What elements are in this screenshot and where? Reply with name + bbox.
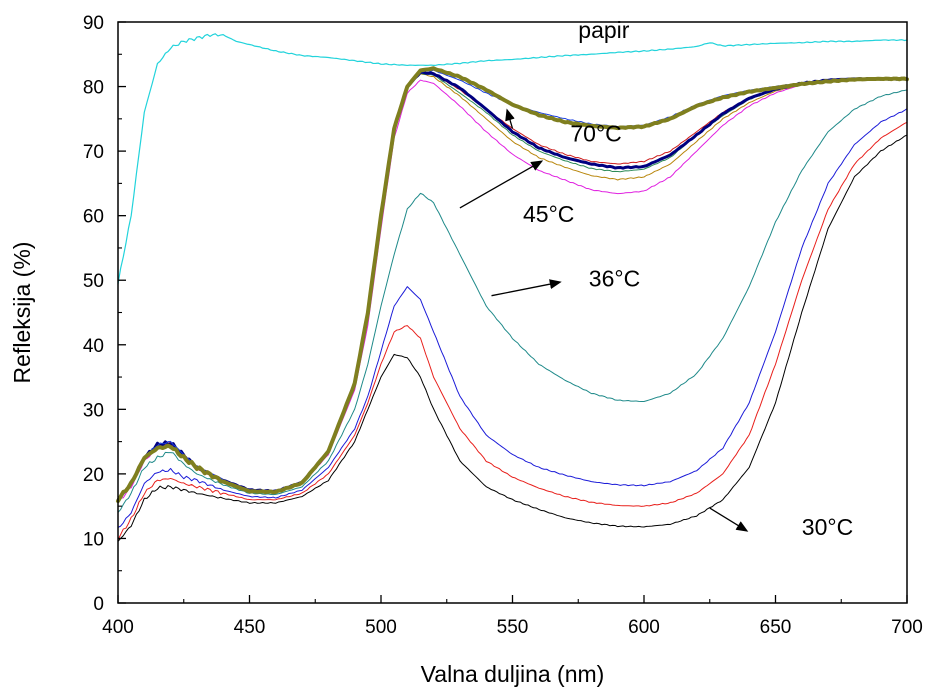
series-line-4	[117, 89, 908, 513]
annotation-arrow-70c	[505, 108, 515, 129]
annotation-label-papir: papir	[578, 17, 629, 43]
annotation-label-70c: 70°C	[570, 120, 621, 146]
x-tick-label-650: 650	[760, 617, 792, 638]
annotation-label-36c: 36°C	[589, 266, 640, 292]
x-tick-label-600: 600	[628, 617, 660, 638]
y-axis-title: Refleksija (%)	[9, 242, 35, 384]
series-line-8	[117, 71, 908, 499]
series-line-0	[117, 33, 908, 285]
x-tick-label-400: 400	[102, 617, 134, 638]
y-tick-label-50: 50	[83, 271, 104, 292]
y-tick-label-90: 90	[83, 13, 104, 34]
annotation-layer: papir 70°C 45°C 36°C 30°C	[459, 17, 853, 540]
y-tick-label-10: 10	[83, 529, 104, 550]
series-line-9	[116, 70, 909, 502]
plot-layer	[116, 33, 909, 542]
y-tick-label-20: 20	[83, 465, 104, 486]
annotation-arrow-45c	[459, 160, 544, 209]
series-line-11	[116, 66, 909, 504]
series-line-1	[117, 134, 908, 542]
x-tick-label-450: 450	[234, 617, 266, 638]
x-axis-title: Valna duljina (nm)	[421, 661, 605, 687]
annotation-arrow-36c	[491, 279, 562, 297]
series-line-7	[117, 72, 908, 502]
plot-frame	[117, 21, 908, 604]
y-tick-label-80: 80	[83, 78, 104, 99]
series-line-6	[117, 73, 908, 501]
x-tick-label-550: 550	[497, 617, 529, 638]
series-line-2	[117, 121, 908, 541]
annotation-label-30c: 30°C	[802, 514, 853, 540]
y-tick-label-60: 60	[83, 207, 104, 228]
y-tick-label-70: 70	[83, 142, 104, 163]
axes-layer: 400 450 500 550 600 650 700 0 10 20 30 40 50 60 70 80 90	[83, 13, 923, 638]
x-tick-label-500: 500	[365, 617, 397, 638]
y-tick-label-30: 30	[83, 400, 104, 421]
y-tick-label-40: 40	[83, 336, 104, 357]
x-tick-label-700: 700	[891, 617, 923, 638]
annotation-arrow-30c	[709, 507, 749, 532]
series-line-3	[117, 108, 908, 528]
annotation-label-45c: 45°C	[523, 201, 574, 227]
y-tick-label-0: 0	[93, 594, 104, 615]
